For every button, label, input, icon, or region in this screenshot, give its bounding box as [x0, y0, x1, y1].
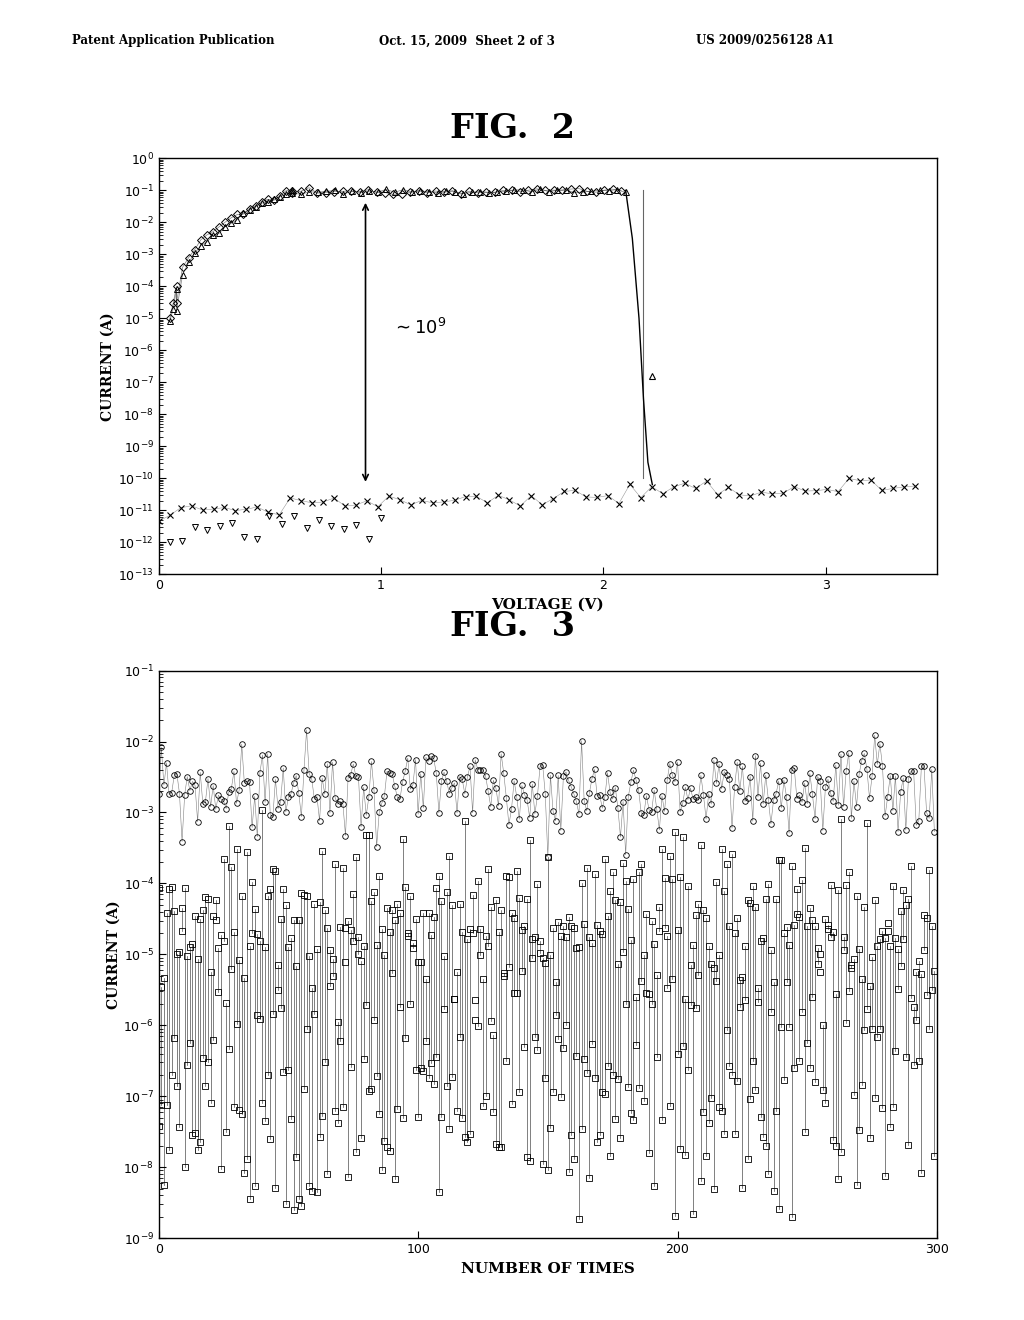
Y-axis label: CURRENT (A): CURRENT (A)	[106, 900, 121, 1008]
Text: FIG.  3: FIG. 3	[450, 610, 574, 643]
Y-axis label: CURRENT (A): CURRENT (A)	[101, 312, 115, 421]
X-axis label: VOLTAGE (V): VOLTAGE (V)	[492, 598, 604, 611]
Text: Oct. 15, 2009  Sheet 2 of 3: Oct. 15, 2009 Sheet 2 of 3	[379, 34, 555, 48]
Text: FIG.  2: FIG. 2	[450, 112, 574, 145]
Text: Patent Application Publication: Patent Application Publication	[72, 34, 274, 48]
Text: US 2009/0256128 A1: US 2009/0256128 A1	[696, 34, 835, 48]
X-axis label: NUMBER OF TIMES: NUMBER OF TIMES	[461, 1262, 635, 1275]
Text: $\sim$$10^9$: $\sim$$10^9$	[392, 318, 446, 338]
